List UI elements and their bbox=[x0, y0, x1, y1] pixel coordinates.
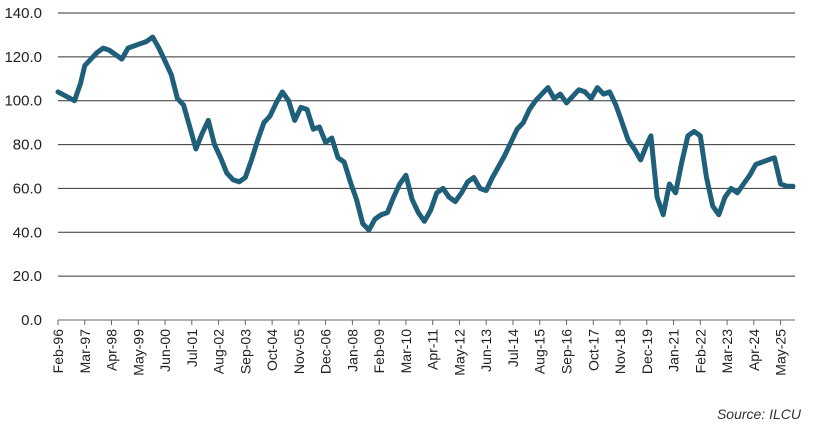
x-tick-label: Sep-16 bbox=[558, 329, 574, 374]
gridlines bbox=[58, 12, 795, 321]
x-tick-label: Oct-17 bbox=[585, 329, 601, 371]
y-tick-label: 40.0 bbox=[13, 224, 42, 241]
x-tick-label: Jun-00 bbox=[157, 329, 173, 372]
x-tick-label: Nov-05 bbox=[291, 329, 307, 374]
x-tick-label: Apr-98 bbox=[104, 329, 120, 371]
x-tick-label: Aug-02 bbox=[211, 329, 227, 374]
y-tick-label: 60.0 bbox=[13, 180, 42, 197]
x-tick-label: Feb-96 bbox=[50, 329, 66, 374]
y-tick-label: 140.0 bbox=[4, 5, 42, 22]
x-tick-label: Aug-15 bbox=[532, 329, 548, 374]
x-axis-ticks: Feb-96 Mar-97 Apr-98 May-99 Jun-00 Jul-01 Aug-… bbox=[50, 329, 789, 376]
x-tick-label: May-12 bbox=[451, 329, 467, 376]
x-tick-label: Feb-09 bbox=[371, 329, 387, 374]
x-tick-label: Jul-01 bbox=[184, 329, 200, 367]
x-tick-label: Mar-10 bbox=[398, 329, 414, 374]
x-tick-label: Feb-22 bbox=[692, 329, 708, 374]
y-tick-label: 120.0 bbox=[4, 49, 42, 66]
x-tick-label: Jun-13 bbox=[478, 329, 494, 372]
y-tick-label: 20.0 bbox=[13, 268, 42, 285]
x-tick-label: Apr-11 bbox=[425, 329, 441, 370]
x-tick-label: Mar-23 bbox=[719, 329, 735, 374]
x-tick-label: May-25 bbox=[773, 329, 789, 376]
x-tick-label: Dec-06 bbox=[318, 329, 334, 374]
x-tick-label: Mar-97 bbox=[77, 329, 93, 374]
y-axis-ticks: 0.0 20.0 40.0 60.0 80.0 100.0 120.0 140.0 bbox=[4, 5, 42, 329]
x-tick-label: Sep-03 bbox=[237, 329, 253, 374]
y-tick-label: 80.0 bbox=[13, 137, 42, 154]
series-layer bbox=[55, 34, 796, 233]
x-tick-label: Dec-19 bbox=[639, 329, 655, 374]
x-tick-label: May-99 bbox=[130, 329, 146, 376]
y-tick-label: 0.0 bbox=[21, 312, 42, 329]
x-tick-label: Oct-04 bbox=[264, 329, 280, 371]
x-tick-label: Jan-21 bbox=[666, 329, 682, 372]
x-axis bbox=[57, 320, 782, 325]
series-line bbox=[55, 34, 796, 233]
x-tick-label: Apr-24 bbox=[746, 329, 762, 371]
x-tick-label: Jan-08 bbox=[344, 329, 360, 372]
source-note: Source: ILCU bbox=[716, 406, 801, 422]
x-tick-label: Jul-14 bbox=[505, 329, 521, 367]
y-tick-label: 100.0 bbox=[4, 93, 42, 110]
x-tick-label: Nov-18 bbox=[612, 329, 628, 374]
